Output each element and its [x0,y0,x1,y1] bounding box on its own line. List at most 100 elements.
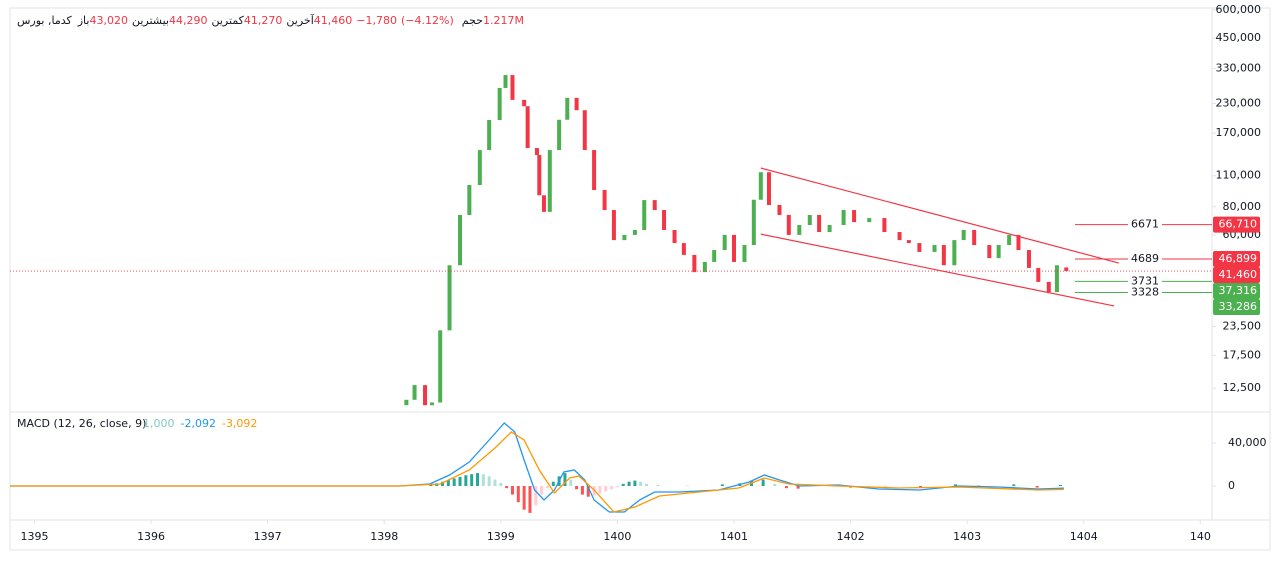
histogram-bar [919,485,923,488]
ohlc-value: 41,460 [313,14,353,27]
candle-body [722,234,727,251]
histogram-bar [429,484,433,486]
candle-body [897,232,902,241]
candle-body [557,119,562,151]
histogram-bar [773,483,777,486]
histogram-bar [464,475,468,486]
candle-body [672,230,677,244]
candle-body [827,225,832,233]
level-name: 3731 [1131,274,1159,287]
candle-body [582,110,587,151]
candle-body [487,120,492,151]
candle-body [611,210,616,241]
histogram-bar [604,485,608,492]
symbol-header: کدما, بورس باز43,020 بیشترین44,290 کمترین41… [17,14,528,27]
y-tick-label: 110,000 [1216,169,1262,182]
macd-line [10,431,1064,513]
histogram-bar [499,482,503,486]
candle-body [503,75,508,88]
histogram-bar [487,476,491,486]
x-tick-label: 1400 [603,530,631,543]
histogram-bar [796,485,800,489]
ohlc-label: باز [77,14,90,27]
histogram-bar [569,479,573,486]
histogram-bar [476,473,480,486]
candle-body [952,240,957,266]
candle-body [1036,267,1041,282]
ohlc-value: 43,020 [89,14,128,27]
price-label: 46,899 [1219,252,1258,265]
volume-label: حجم [461,14,483,27]
candle-body [841,210,846,226]
ohlc-label: آخرین [286,14,314,27]
histogram-bar [516,485,520,503]
y-tick-label: 40,000 [1228,436,1267,449]
y-tick-label: 23,500 [1223,320,1262,333]
candle-body [477,150,482,186]
price-label: 33,286 [1219,300,1258,313]
candle-body [817,214,822,233]
macd-legend-value: -2,092 [181,417,216,430]
histogram-bar [1035,485,1039,488]
macd-legend-value: 1,000 [143,417,175,430]
price-label-box [1213,266,1260,283]
x-tick-label: 1402 [837,530,865,543]
histogram-bar [977,484,981,486]
y-tick-label: 450,000 [1216,31,1262,44]
candle-body [751,199,756,246]
histogram-bar [551,481,555,486]
candle-body [932,245,937,252]
histogram-bar [528,485,532,513]
level-name: 6671 [1131,218,1159,231]
price-label: 37,316 [1219,284,1258,297]
candle-body [692,254,697,273]
histogram-bar [627,481,631,486]
histogram-bar [639,481,643,486]
trendline [760,167,1119,264]
candle-body [525,106,530,149]
histogram-bar [761,479,765,486]
volume: 1.217M [483,14,524,27]
candle-body [882,218,887,233]
candle-body [1046,281,1051,293]
histogram-bar [610,485,614,490]
candle-body [642,200,647,231]
candle-body [1026,250,1031,268]
macd-title: MACD (12, 26, close, 9) [17,417,146,430]
histogram-bar [441,481,445,486]
histogram-bar [493,479,497,486]
candle-body [917,243,922,252]
histogram-bar [458,476,462,486]
candle-body [1054,265,1059,293]
candle-body [652,200,657,211]
level-name-bg [1128,286,1162,299]
candle-body [522,99,527,107]
candle-body [777,204,782,215]
candle-body [867,218,872,223]
histogram-bar [575,485,579,490]
level-name-bg [1128,275,1162,288]
candle-body [852,210,857,223]
candle-body [702,261,707,273]
candle-body [906,240,911,244]
frame [9,7,1271,551]
ohlc-value: 41,270 [243,14,283,27]
candle-body [632,230,637,235]
candle-body [592,150,597,191]
y-tick-label: 12,500 [1223,381,1262,394]
x-tick-label: 1401 [720,530,748,543]
y-tick-label: 17,500 [1223,348,1262,361]
histogram-bar [784,485,788,489]
histogram-bar [522,485,526,510]
histogram-bar [633,480,637,486]
histogram-bar [452,478,456,486]
candle-body [541,195,546,212]
candle-body [438,330,443,403]
candle-body [681,243,686,255]
level-name-bg [1128,218,1162,231]
candle-body [423,385,428,406]
histogram-bar [884,485,888,488]
candle-body [534,148,539,155]
histogram-bar [481,474,485,486]
x-tick-label: 1398 [370,530,398,543]
